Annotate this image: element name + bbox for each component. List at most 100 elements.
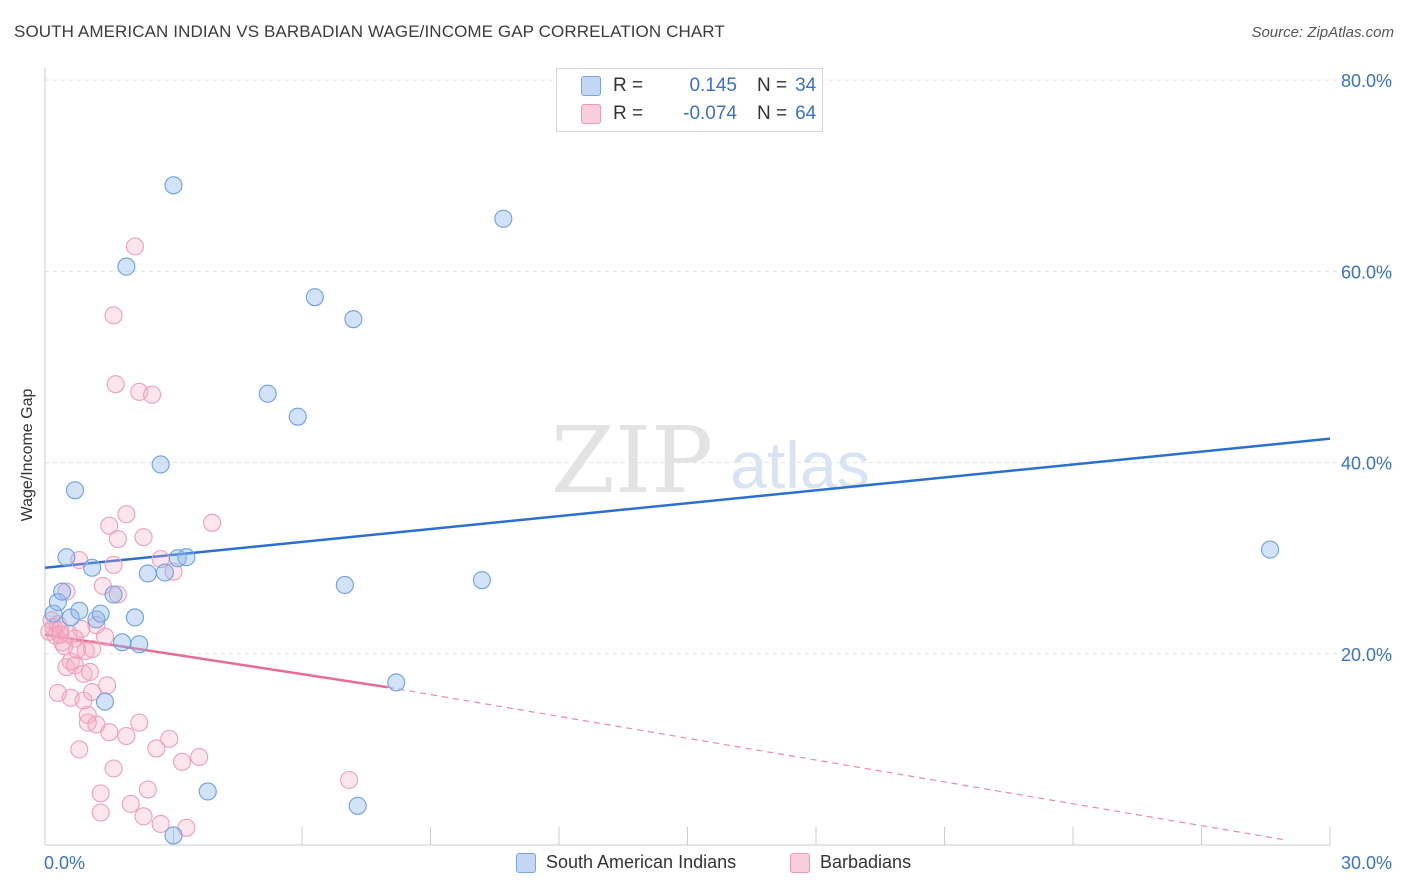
pink-point [100,723,119,742]
blue-point [151,455,170,474]
pink-point [91,803,110,822]
blue-point [138,564,157,583]
y-tick-label: 60.0% [1341,262,1392,282]
data-points [40,176,1280,845]
pink-point [173,752,192,771]
blue-point [1260,540,1280,559]
pink-point [147,739,166,758]
legend-row-south-american-indians: R = 0.145 N = 34 [557,72,816,100]
blue-point [305,288,324,307]
bottom-legend-label: South American Indians [546,852,737,872]
legend-r-value: -0.074 [683,103,737,124]
pink-point [91,784,110,803]
blue-point [258,384,277,403]
bottom-legend-label: Barbadians [820,852,912,872]
blue-point [198,782,217,801]
blue-point [164,826,183,845]
pink-point [50,625,70,644]
legend-n-label: N = [757,103,788,124]
pink-point [134,528,153,547]
legend-r-label: R = [613,103,644,124]
x-tick-label: 30.0% [1341,853,1392,873]
blue-point [288,407,307,426]
grid-lines [45,79,1392,655]
pink-point [121,794,140,813]
pink-point [125,237,144,256]
blue-point [472,571,491,590]
blue-point [177,548,196,567]
trend-lines [44,437,1331,841]
tick-labels: 20.0% 40.0% 60.0% 80.0% 0.0% 30.0% [44,71,1392,873]
bottom-legend-swatch-pink [790,852,810,873]
axes [44,68,1331,846]
blue-point [91,604,110,623]
blue-point [494,209,513,228]
x-tick-label: 0.0% [44,853,85,873]
blue-point [48,593,67,612]
blue-point [113,633,132,652]
y-axis-label: Wage/Income Gap [19,388,36,522]
pink-point [72,619,91,638]
pink-point [104,306,123,325]
pink-point [203,513,222,532]
legend-swatch-blue [581,76,601,96]
trend-line-pink [44,633,388,689]
bottom-legend-swatch-blue [516,852,536,873]
pink-point [151,814,170,834]
legend-n-value: 64 [795,103,817,124]
blue-point [117,257,136,276]
legend-r-value: 0.145 [689,75,737,96]
legend-row-barbadians: R = -0.074 N = 64 [557,100,816,128]
pink-point [83,639,102,659]
bottom-legend-barbadians: Barbadians [790,852,911,873]
pink-point [95,627,115,646]
blue-point [344,310,363,329]
legend-n-value: 34 [795,75,817,96]
bottom-legend-south-american-indians: South American Indians [516,852,736,873]
pink-point [190,747,209,767]
watermark: ZIP atlas [551,407,870,514]
watermark-zip: ZIP [551,407,713,514]
chart-title: SOUTH AMERICAN INDIAN VS BARBADIAN WAGE/… [14,22,725,41]
blue-point [348,796,367,815]
blue-point [44,604,63,623]
pink-point [130,713,149,732]
pink-point [117,726,136,746]
blue-point [155,563,174,582]
pink-point [80,662,100,682]
pink-point [104,555,123,574]
pink-point [108,585,127,604]
y-tick-label: 20.0% [1341,645,1392,665]
pink-point [117,505,136,524]
legend-n-label: N = [757,75,788,96]
blue-point [95,692,115,711]
pink-point [340,770,359,790]
blue-point [53,582,72,601]
y-tick-label: 40.0% [1341,454,1392,474]
blue-point [104,585,123,604]
blue-point [57,548,76,567]
blue-point [130,635,149,654]
blue-point [335,575,354,595]
trend-line-blue [44,437,1331,569]
pink-point [98,676,117,695]
blue-point [164,176,183,195]
pink-point [108,530,127,549]
pink-point [104,759,123,778]
pink-point [100,516,119,535]
pink-point [65,629,85,648]
pink-point [160,729,179,748]
pink-point [134,807,153,826]
legend-swatch-pink [581,104,601,124]
correlation-legend: R = 0.145 N = 34 R = -0.074 N = 64 [556,68,823,132]
watermark-atlas: atlas [730,428,869,502]
blue-point [83,558,102,577]
pink-point [83,682,102,702]
y-tick-label: 80.0% [1341,71,1392,91]
pink-point [76,641,95,660]
pink-point [106,375,125,394]
blue-point [70,601,89,620]
trend-line-pink-dashed [387,686,1288,841]
legend-r-label: R = [613,75,644,96]
